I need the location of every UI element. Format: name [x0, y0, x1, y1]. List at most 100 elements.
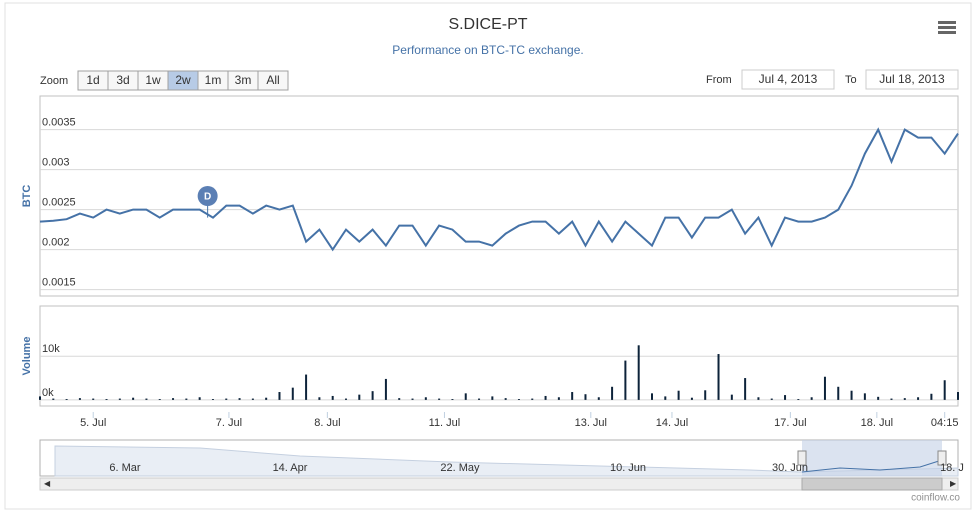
x-tick-label: 8. Jul [314, 417, 340, 429]
volume-bar [318, 397, 321, 400]
from-input[interactable] [741, 69, 835, 90]
volume-bar [305, 374, 308, 400]
y-tick-label: 0.0025 [42, 197, 76, 209]
x-tick-label: 14. Jul [656, 417, 688, 429]
to-label: To [845, 74, 857, 86]
volume-bar [185, 398, 188, 400]
volume-bar [65, 399, 68, 400]
x-tick-label: 18. Jul [861, 417, 893, 429]
volume-bar [797, 399, 800, 400]
volume-bar [717, 354, 720, 400]
volume-bar [637, 345, 640, 400]
volume-bar [265, 397, 268, 400]
volume-bar [225, 398, 228, 400]
volume-bar [544, 395, 547, 400]
x-tick-label: 04:15 [931, 417, 959, 429]
zoom-button-label: 2w [175, 73, 191, 87]
x-tick-label: 7. Jul [216, 417, 242, 429]
price-plot [39, 95, 959, 297]
navigator[interactable]: ◀ ▶ [39, 439, 959, 491]
flag[interactable] [197, 186, 218, 206]
volume-bar [730, 394, 733, 400]
zoom-button-label: 3d [116, 73, 129, 87]
volume-bar [704, 390, 707, 400]
y-tick-label: 0.002 [42, 237, 70, 249]
volume-bar [478, 398, 481, 400]
y-axis-title: BTC [21, 185, 33, 208]
volume-bar [531, 398, 534, 400]
volume-bar [917, 397, 920, 400]
volume-bar [571, 392, 574, 400]
x-tick-label: 17. Jul [774, 417, 806, 429]
volume-bar [331, 395, 334, 400]
volume-bar [597, 397, 600, 400]
volume-bar [78, 398, 81, 400]
svg-text:◀: ◀ [44, 479, 51, 488]
y-tick-label: 0.0015 [42, 277, 76, 289]
volume-bar [930, 393, 933, 400]
volume-bar [677, 390, 680, 400]
volume-bar [398, 398, 401, 400]
y-tick-label: 0.003 [42, 157, 70, 169]
volume-bar [345, 398, 347, 400]
volume-bar [424, 397, 427, 400]
volume-bar [784, 395, 787, 400]
volume-bar [211, 399, 214, 400]
navigator-label: 18. J [940, 462, 964, 474]
volume-bar [384, 378, 387, 400]
volume-bar [52, 398, 55, 400]
volume-bar [105, 399, 108, 400]
volume-bar [757, 397, 760, 400]
credit[interactable]: coinflow.co [911, 493, 960, 504]
zoom-button-label: 1w [145, 73, 161, 87]
price-line [39, 127, 959, 252]
chart-title: S.DICE-PT [448, 16, 527, 33]
volume-bar [491, 396, 494, 400]
volume-bar [451, 399, 454, 400]
chart-subtitle: Performance on BTC-TC exchange. [392, 43, 583, 57]
navigator-label: 22. May [440, 462, 480, 474]
x-tick-label: 13. Jul [575, 417, 607, 429]
volume-bar [624, 360, 627, 400]
volume-bar [504, 398, 507, 400]
volume-bar [251, 398, 254, 400]
volume-bar [158, 399, 161, 400]
menu-button[interactable] [938, 21, 956, 34]
volume-bar [611, 386, 614, 400]
volume-bar [438, 398, 441, 400]
volume-bar [118, 398, 121, 400]
volume-bar [238, 398, 241, 400]
volume-bar [198, 397, 201, 400]
navigator-label: 6. Mar [109, 462, 141, 474]
volume-bar [92, 398, 95, 400]
volume-bar [863, 393, 866, 400]
volume-bar [823, 376, 826, 400]
volume-bar [957, 392, 959, 400]
volume-bar [770, 398, 773, 400]
volume-bar [411, 398, 414, 400]
volume-bar [744, 378, 747, 400]
volume-bar [464, 393, 467, 400]
zoom-button-label: All [266, 73, 279, 87]
flag-label: D [204, 192, 211, 203]
y-axis-title: Volume [21, 337, 33, 376]
from-value: Jul 4, 2013 [759, 72, 818, 86]
to-value: Jul 18, 2013 [879, 72, 945, 86]
volume-bar [890, 398, 893, 400]
to-input[interactable] [865, 69, 959, 90]
y-tick-label: 0.0035 [42, 117, 76, 129]
navigator-label: 30. Jun [772, 462, 808, 474]
volume-bar [690, 397, 693, 400]
volume-bar [584, 394, 587, 400]
volume-bar [837, 386, 840, 400]
zoom-label: Zoom [40, 75, 68, 87]
zoom-button-label: 1d [86, 73, 99, 87]
zoom-button[interactable] [257, 70, 289, 91]
volume-bar [358, 394, 361, 400]
volume-bar [903, 398, 906, 400]
svg-text:▶: ▶ [950, 479, 957, 488]
x-tick-label: 5. Jul [80, 417, 106, 429]
volume-bar [810, 397, 813, 400]
x-tick-label: 11. Jul [429, 417, 461, 429]
volume-bar [291, 387, 294, 400]
